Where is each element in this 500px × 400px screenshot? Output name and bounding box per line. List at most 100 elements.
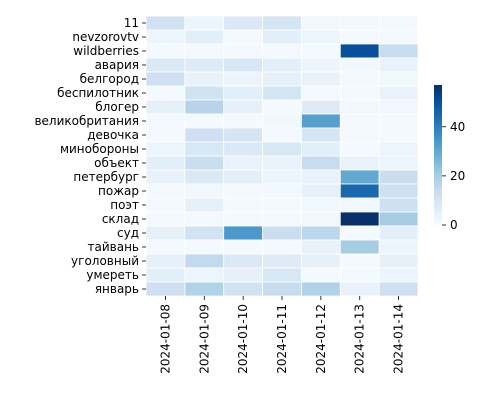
x-tick-label: 2024-01-14 <box>392 304 406 374</box>
heatmap-cell <box>378 15 419 31</box>
y-tick-label: 11 <box>124 16 139 30</box>
heatmap-cell <box>145 211 186 227</box>
heatmap-cell <box>339 197 380 213</box>
heatmap-cell <box>339 99 380 115</box>
y-tick-label: объект <box>94 156 139 170</box>
heatmap-cell <box>378 281 419 297</box>
heatmap-cell <box>223 197 263 213</box>
heatmap-cell <box>145 183 186 199</box>
heatmap-cell <box>301 99 341 115</box>
heatmap-cell <box>145 155 186 171</box>
heatmap-cell <box>262 239 302 255</box>
heatmap-cell <box>339 71 380 87</box>
heatmap-cell <box>184 281 225 297</box>
y-tick-label: петербург <box>73 170 139 184</box>
heatmap-cell <box>262 113 302 129</box>
heatmap-cell <box>223 15 263 31</box>
heatmap-cell <box>145 99 186 115</box>
heatmap-cell <box>378 113 419 129</box>
heatmap-cell <box>301 141 341 157</box>
heatmap-cell <box>223 85 263 101</box>
heatmap-cell <box>184 183 225 199</box>
heatmap-cell <box>223 183 263 199</box>
heatmap-cell <box>262 197 302 213</box>
heatmap-cell <box>378 169 419 185</box>
heatmap-cell <box>301 155 341 171</box>
heatmap-cell <box>339 113 380 129</box>
heatmap-cell <box>378 197 419 213</box>
y-tick-label: умереть <box>86 268 139 282</box>
heatmap-cell <box>378 183 419 199</box>
heatmap-cell <box>184 127 225 143</box>
heatmap-cell <box>301 169 341 185</box>
heatmap-cell <box>339 43 380 59</box>
heatmap-cell <box>301 211 341 227</box>
heatmap-cell <box>223 211 263 227</box>
heatmap-cell <box>184 141 225 157</box>
heatmap-cell <box>262 85 302 101</box>
heatmap-cell <box>223 169 263 185</box>
heatmap-cell <box>262 29 302 45</box>
heatmap-cell <box>301 85 341 101</box>
x-tick-label: 2024-01-12 <box>314 304 328 374</box>
heatmap-cell <box>145 267 186 283</box>
heatmap-cell <box>184 267 225 283</box>
heatmap-cell <box>378 225 419 241</box>
heatmap-cell <box>145 281 186 297</box>
y-tick-label: уголовный <box>71 254 139 268</box>
heatmap-cell <box>378 71 419 87</box>
heatmap-cell <box>262 71 302 87</box>
heatmap-cell <box>145 85 186 101</box>
heatmap-cell <box>339 281 380 297</box>
heatmap-cell <box>301 15 341 31</box>
heatmap-cell <box>184 29 225 45</box>
heatmap-cell <box>184 113 225 129</box>
heatmap-cell <box>223 141 263 157</box>
heatmap-cell <box>378 239 419 255</box>
y-tick-label: wildberries <box>73 44 139 58</box>
heatmap-cell <box>223 155 263 171</box>
heatmap-cell <box>339 169 380 185</box>
heatmap-cell <box>339 225 380 241</box>
heatmap-cell <box>378 29 419 45</box>
x-tick-labels: 2024-01-08 2024-01-09 2024-01-10 2024-01-11… <box>158 296 406 374</box>
heatmap-cell <box>223 113 263 129</box>
y-tick-label: пожар <box>98 184 139 198</box>
heatmap-cell <box>378 99 419 115</box>
heatmap-cell <box>223 239 263 255</box>
heatmap-cell <box>145 113 186 129</box>
heatmap-cell <box>301 183 341 199</box>
heatmap-cell <box>262 15 302 31</box>
heatmap-cell <box>145 169 186 185</box>
heatmap-cell <box>378 141 419 157</box>
heatmap-cell <box>184 43 225 59</box>
y-tick-label: склад <box>102 212 139 226</box>
heatmap-cell <box>262 211 302 227</box>
heatmap-cell <box>145 141 186 157</box>
heatmap-cell <box>301 57 341 73</box>
heatmap-cell <box>145 225 186 241</box>
heatmap-cells <box>145 15 419 297</box>
x-tick-label: 2024-01-10 <box>236 304 250 374</box>
heatmap-cell <box>301 127 341 143</box>
heatmap-cell <box>301 197 341 213</box>
heatmap-cell <box>184 85 225 101</box>
colorbar-tick-label: 0 <box>450 218 458 232</box>
heatmap-cell <box>339 211 380 227</box>
heatmap-cell <box>223 225 263 241</box>
heatmap-cell <box>378 253 419 269</box>
heatmap-cell <box>378 267 419 283</box>
heatmap-cell <box>184 169 225 185</box>
heatmap-cell <box>378 85 419 101</box>
y-tick-label: девочка <box>87 128 139 142</box>
y-tick-label: белгород <box>80 72 139 86</box>
y-tick-label: блогер <box>95 100 139 114</box>
y-tick-label: минобороны <box>60 142 139 156</box>
y-tick-label: великобритания <box>34 114 139 128</box>
heatmap-cell <box>184 155 225 171</box>
heatmap-cell <box>184 15 225 31</box>
heatmap-cell <box>223 267 263 283</box>
heatmap-cell <box>301 113 341 129</box>
y-tick-label: тайвань <box>88 240 140 254</box>
